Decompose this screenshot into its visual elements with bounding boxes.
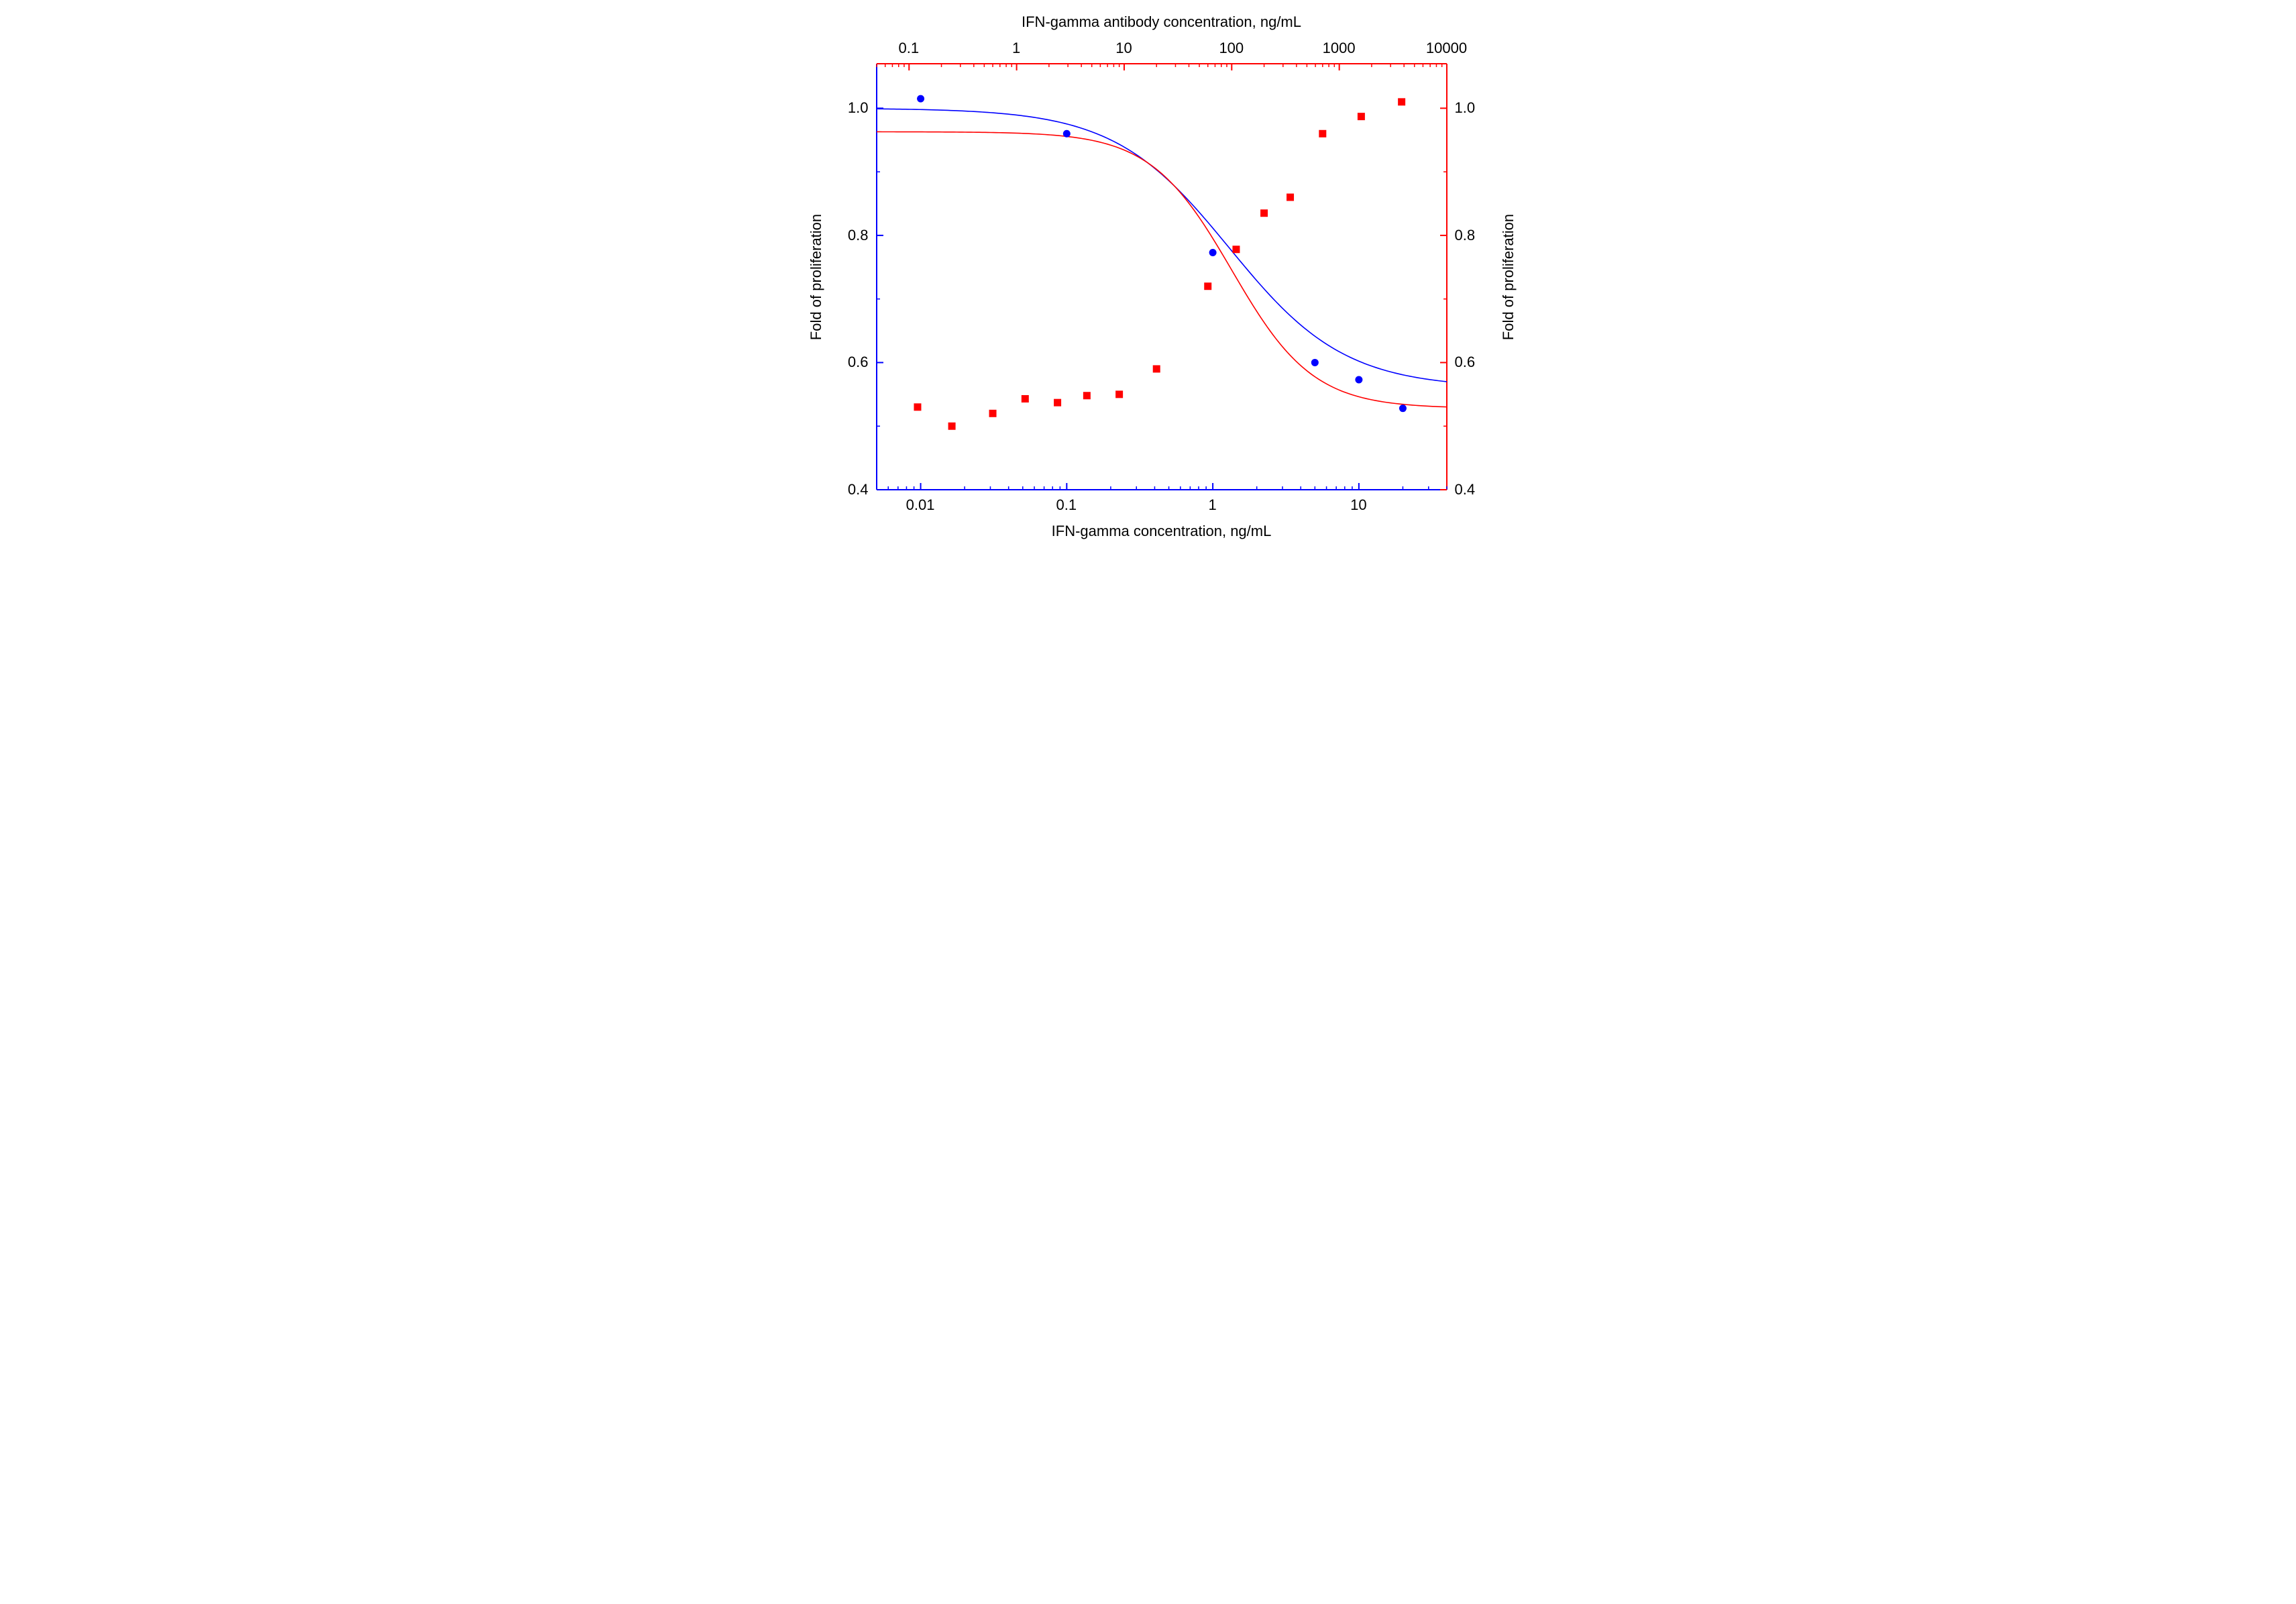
tick-label: 0.8 <box>1455 227 1476 244</box>
tick-label: 1000 <box>1323 40 1356 57</box>
tick-label: 10 <box>1350 496 1366 514</box>
tick-label: 0.4 <box>848 481 869 498</box>
tick-label: 0.8 <box>848 227 869 244</box>
tick-label: 10 <box>1115 40 1132 57</box>
right-y-axis-title: Fold of proliferation <box>1500 213 1517 339</box>
tick-label: 0.6 <box>1455 354 1476 371</box>
tick-label: 0.1 <box>1056 496 1077 514</box>
tick-label: 1.0 <box>848 99 869 117</box>
tick-label: 0.4 <box>1455 481 1476 498</box>
tick-label: 1 <box>1208 496 1216 514</box>
tick-label: 0.1 <box>898 40 919 57</box>
chart-svg <box>746 0 1551 562</box>
tick-label: 100 <box>1219 40 1244 57</box>
dose-response-chart: IFN-gamma antibody concentration, ng/mL … <box>746 0 1551 562</box>
tick-label: 0.01 <box>906 496 935 514</box>
bottom-x-axis-title: IFN-gamma concentration, ng/mL <box>1052 523 1272 540</box>
tick-label: 1 <box>1012 40 1020 57</box>
tick-label: 1.0 <box>1455 99 1476 117</box>
left-y-axis-title: Fold of proliferation <box>808 213 825 339</box>
tick-label: 0.6 <box>848 354 869 371</box>
top-x-axis-title: IFN-gamma antibody concentration, ng/mL <box>1022 13 1301 31</box>
tick-label: 10000 <box>1426 40 1467 57</box>
